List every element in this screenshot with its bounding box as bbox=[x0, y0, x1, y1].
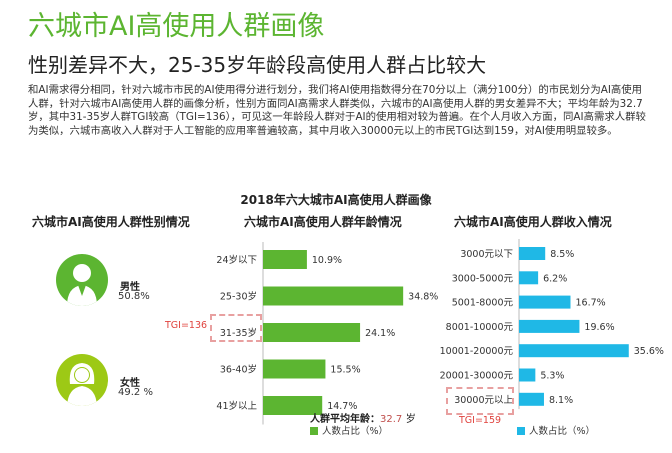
age-tgi-highlight bbox=[210, 314, 262, 342]
income-legend-label: 人数占比（%） bbox=[529, 426, 596, 437]
age-bar bbox=[263, 396, 323, 415]
age-value-label: 15.5% bbox=[330, 365, 360, 376]
income-category-label: 30000元以上 bbox=[454, 395, 513, 406]
male-label: 男性 bbox=[120, 282, 140, 293]
income-category-label: 5001-8000元 bbox=[452, 298, 514, 309]
income-value-label: 19.6% bbox=[584, 322, 614, 333]
age-legend: 人数占比（%） bbox=[310, 423, 388, 437]
age-bar bbox=[263, 359, 326, 379]
age-bar bbox=[263, 323, 361, 342]
average-age-label: 人群平均年龄： bbox=[310, 414, 380, 425]
income-bar bbox=[519, 344, 629, 358]
income-value-label: 5.3% bbox=[540, 371, 564, 382]
income-tgi-highlight bbox=[446, 387, 514, 415]
male-value: 50.8% bbox=[118, 291, 150, 302]
page-title: 六城市AI高使用人群画像 bbox=[28, 11, 325, 42]
income-category-label: 20001-30000元 bbox=[440, 371, 514, 382]
age-value-label: 14.7% bbox=[327, 401, 357, 412]
income-tgi-label: TGI=159 bbox=[459, 415, 502, 426]
income-category-label: 8001-10000元 bbox=[446, 322, 514, 333]
chart-title: 2018年六大城市AI高使用人群画像 bbox=[240, 193, 432, 207]
age-category-label: 31-35岁 bbox=[220, 327, 257, 339]
income-bar bbox=[519, 247, 546, 260]
average-age: 人群平均年龄：32.7 岁 bbox=[310, 410, 416, 425]
page-subtitle: 性别差异不大，25-35岁年龄段高使用人群占比较大 bbox=[28, 53, 487, 77]
income-value-label: 8.1% bbox=[549, 395, 573, 406]
income-value-label: 6.2% bbox=[543, 273, 567, 284]
income-category-label: 10001-20000元 bbox=[440, 346, 514, 357]
description-text: 和AI需求得分相同，针对六城市市民的AI使用得分进行划分，我们将AI使用指数得分… bbox=[28, 84, 646, 137]
gender-section-title: 六城市AI高使用人群性别情况 bbox=[32, 215, 190, 229]
age-value-label: 34.8% bbox=[408, 292, 438, 303]
income-bar bbox=[519, 271, 539, 285]
income-value-label: 35.6% bbox=[634, 346, 664, 357]
income-bar bbox=[519, 319, 580, 333]
income-category-label: 3000-5000元 bbox=[452, 273, 514, 284]
income-bar bbox=[519, 368, 536, 382]
male-person-icon bbox=[56, 254, 108, 306]
income-value-label: 16.7% bbox=[575, 298, 605, 309]
income-legend-swatch bbox=[517, 427, 525, 435]
female-label: 女性 bbox=[120, 378, 140, 389]
age-tgi-label: TGI=136 bbox=[165, 320, 208, 331]
age-section-title: 六城市AI高使用人群年龄情况 bbox=[244, 215, 402, 229]
age-legend-label: 人数占比（%） bbox=[322, 426, 389, 437]
age-category-label: 36-40岁 bbox=[220, 364, 257, 376]
income-legend: 人数占比（%） bbox=[517, 423, 595, 437]
income-bar bbox=[519, 392, 544, 406]
income-bar bbox=[519, 295, 571, 309]
age-value-label: 24.1% bbox=[365, 328, 395, 339]
average-age-unit: 岁 bbox=[405, 414, 416, 425]
female-value: 49.2 % bbox=[118, 387, 153, 398]
age-legend-swatch bbox=[310, 427, 318, 435]
age-category-label: 25-30岁 bbox=[220, 291, 257, 303]
age-category-label: 41岁以上 bbox=[216, 400, 257, 412]
income-section-title: 六城市AI高使用人群收入情况 bbox=[454, 215, 612, 229]
age-bar bbox=[263, 286, 404, 306]
income-value-label: 8.5% bbox=[550, 249, 574, 260]
female-person-icon bbox=[56, 354, 108, 406]
age-bar bbox=[263, 250, 307, 269]
age-value-label: 10.9% bbox=[312, 255, 342, 266]
age-category-label: 24岁以下 bbox=[216, 254, 257, 266]
income-category-label: 3000元以下 bbox=[460, 249, 513, 260]
average-age-value: 32.7 bbox=[380, 414, 403, 425]
